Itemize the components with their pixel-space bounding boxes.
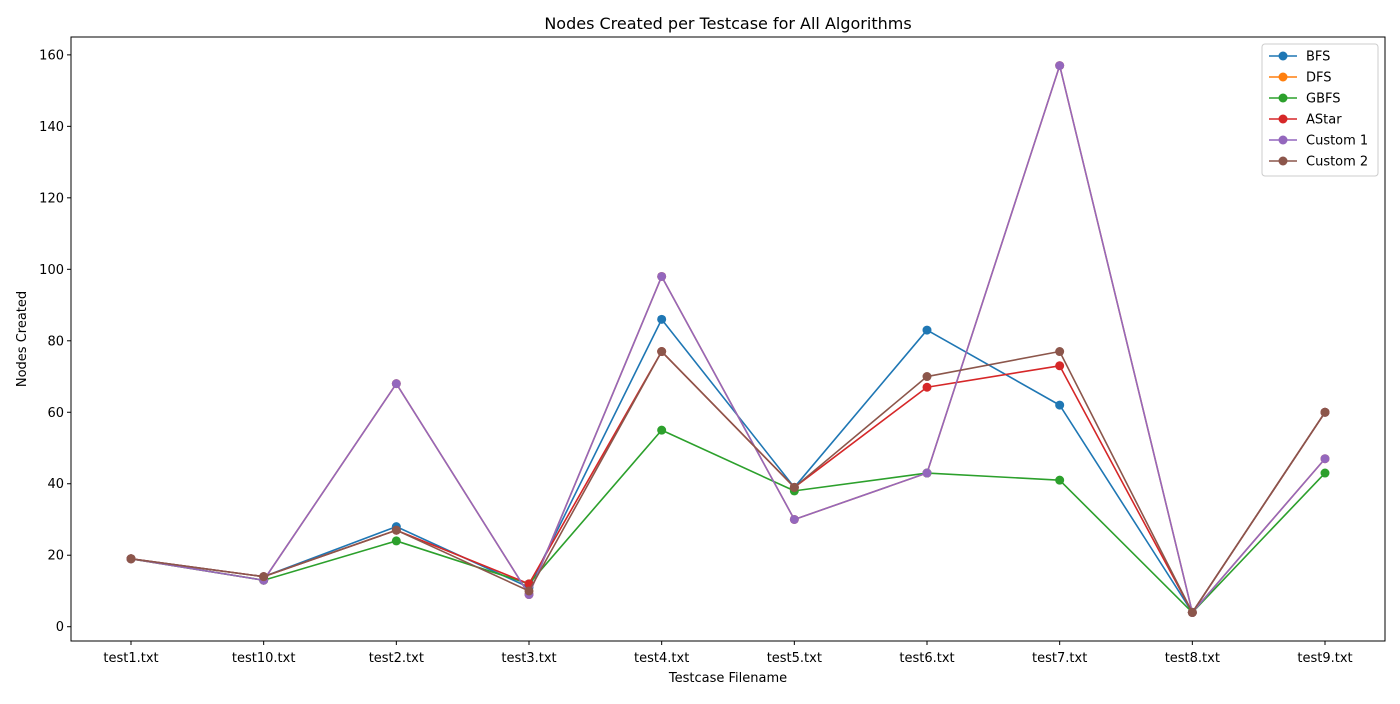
legend-label: AStar (1306, 113, 1342, 128)
y-tick-label: 160 (39, 48, 64, 63)
series-astar (126, 347, 1330, 617)
data-point (524, 586, 534, 596)
series-line (130, 318, 1326, 614)
legend: BFS DFS GBFS AStar Custom 1 Custom 2 (1261, 43, 1379, 177)
x-tick-label: test2.txt (369, 651, 424, 666)
data-point (922, 372, 932, 382)
legend-label: Custom 2 (1306, 155, 1368, 170)
legend-swatch-marker (1278, 93, 1288, 103)
data-point (126, 554, 136, 564)
legend-label: BFS (1306, 50, 1330, 65)
data-point (1055, 400, 1065, 410)
data-point (657, 271, 667, 281)
y-axis: 0 20 40 60 80 100 120 140 160 (39, 48, 71, 635)
y-tick-label: 40 (47, 477, 64, 492)
y-axis-title: Nodes Created (15, 291, 30, 387)
x-tick-label: test8.txt (1165, 651, 1220, 666)
y-tick-label: 60 (47, 406, 64, 421)
data-point (1055, 347, 1065, 357)
data-point (657, 425, 667, 435)
series-line (130, 64, 1326, 614)
legend-swatch-marker (1278, 51, 1288, 61)
legend-swatch-marker (1278, 156, 1288, 166)
data-point (657, 347, 667, 357)
legend-item: BFS (1269, 50, 1330, 65)
data-point (391, 536, 401, 546)
data-point (391, 379, 401, 389)
data-point (1320, 407, 1330, 417)
x-axis: test1.txt test10.txt test2.txt test3.txt tes… (103, 641, 1353, 666)
series-line (130, 64, 1326, 614)
data-point (1055, 475, 1065, 485)
plot-area-frame (70, 36, 1386, 642)
data-point (1055, 61, 1065, 71)
x-tick-label: test9.txt (1297, 651, 1352, 666)
x-tick-label: test1.txt (103, 651, 158, 666)
legend-swatch-marker (1278, 135, 1288, 145)
legend-item: GBFS (1269, 92, 1341, 107)
series-line (130, 429, 1326, 614)
x-tick-label: test4.txt (634, 651, 689, 666)
data-point (1320, 468, 1330, 478)
series-custom-2 (126, 347, 1330, 617)
x-tick-label: test10.txt (232, 651, 296, 666)
legend-item: AStar (1269, 113, 1342, 128)
series-bfs (126, 314, 1330, 617)
x-tick-label: test7.txt (1032, 651, 1087, 666)
series-lines (126, 61, 1330, 617)
series-gbfs (126, 425, 1330, 617)
data-point (1187, 607, 1197, 617)
legend-item: DFS (1269, 71, 1332, 86)
data-point (922, 382, 932, 392)
data-point (922, 468, 932, 478)
y-tick-label: 140 (39, 120, 64, 135)
data-point (259, 572, 269, 582)
x-tick-label: test5.txt (767, 651, 822, 666)
x-tick-label: test3.txt (501, 651, 556, 666)
legend-swatch-marker (1278, 72, 1288, 82)
series-line (130, 350, 1326, 614)
data-point (789, 482, 799, 492)
x-axis-title: Testcase Filename (668, 671, 787, 686)
series-line (130, 350, 1326, 614)
x-tick-label: test6.txt (899, 651, 954, 666)
data-point (789, 514, 799, 524)
legend-item: Custom 2 (1269, 155, 1368, 170)
data-point (1320, 454, 1330, 464)
legend-label: Custom 1 (1306, 134, 1368, 149)
y-tick-label: 20 (47, 549, 64, 564)
data-point (922, 325, 932, 335)
legend-item: Custom 1 (1269, 134, 1368, 149)
y-tick-label: 80 (47, 334, 64, 349)
data-point (657, 314, 667, 324)
data-point (391, 525, 401, 535)
chart-title: Nodes Created per Testcase for All Algor… (544, 14, 911, 33)
y-tick-label: 120 (39, 191, 64, 206)
legend-label: GBFS (1306, 92, 1341, 107)
legend-label: DFS (1306, 71, 1332, 86)
legend-swatch-marker (1278, 114, 1288, 124)
data-point (1055, 361, 1065, 371)
y-tick-label: 0 (56, 620, 64, 635)
y-tick-label: 100 (39, 263, 64, 278)
